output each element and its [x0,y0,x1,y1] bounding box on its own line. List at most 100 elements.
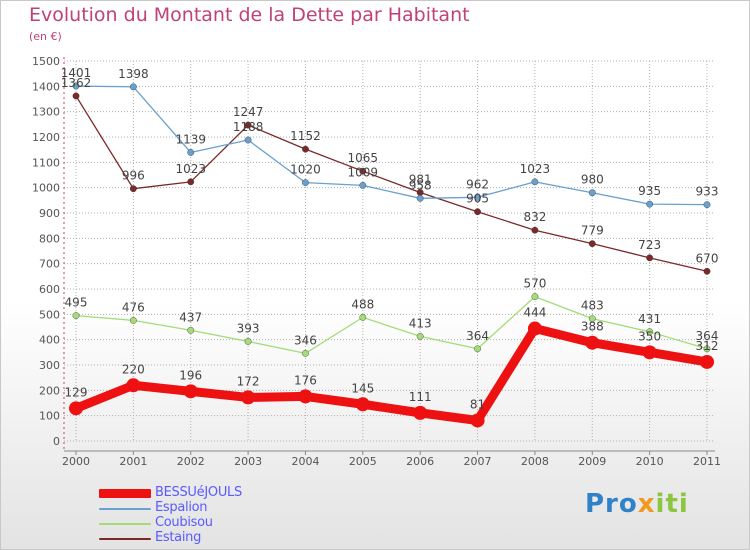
data-point [527,321,542,336]
data-point [646,200,654,208]
data-label: 962 [466,177,489,191]
data-label: 312 [696,339,719,353]
data-label: 1009 [348,165,379,179]
legend-swatch-estaing [99,538,151,540]
data-label: 437 [179,310,202,324]
y-tick-label: 1400 [32,80,60,93]
x-tick-label: 2004 [291,455,319,468]
data-label: 779 [581,224,604,238]
data-point [302,179,309,187]
data-point [129,83,137,91]
y-tick-label: 300 [39,359,60,372]
data-label: 905 [466,192,489,206]
data-point [703,201,711,209]
x-tick-label: 2008 [521,455,549,468]
y-tick-label: 1200 [32,131,60,144]
x-tick-label: 2000 [62,455,90,468]
series [69,82,714,428]
data-label: 176 [294,373,317,387]
x-tick-label: 2011 [693,455,721,468]
x-tick-label: 2003 [234,455,262,468]
y-tick-label: 800 [39,232,60,245]
data-label: 1139 [175,132,206,146]
data-label: 958 [409,178,432,192]
chart-subtitle: (en €) [29,30,62,43]
data-labels: 1362 996 1023 1247 1152 1065 981 905 832 779 723 67… [61,66,719,411]
data-label: 933 [696,185,719,199]
data-point [183,384,198,399]
x-tick-label: 2007 [464,455,492,468]
data-label: 980 [581,173,604,187]
data-point [588,189,596,197]
data-label: 393 [237,321,260,335]
x-tick-label: 2006 [406,455,434,468]
data-label: 1188 [233,120,264,134]
data-point [703,267,711,275]
data-point [129,317,137,324]
data-label: 1247 [233,105,264,119]
data-point [244,136,252,144]
data-point [126,378,141,393]
axes: 0 100 200 300 400 500 600 700 800 900 1000 1100 1200… [32,55,721,468]
legend-label-bessuejouls: BESSUéJOULS [155,485,242,500]
data-label: 670 [696,251,719,265]
data-point [244,121,252,129]
data-point [241,390,256,405]
data-point [416,332,424,340]
legend-label-coubisou: Coubisou [155,515,213,530]
legend-label-estaing: Estaing [155,530,202,545]
data-point [646,328,654,336]
x-tick-label: 2002 [177,455,205,468]
x-tick-label: 2010 [636,455,664,468]
data-label: 488 [351,297,374,311]
y-tick-label: 1000 [32,182,60,195]
series-line-espalion [75,85,708,206]
data-point [302,145,309,153]
data-label: 981 [409,172,432,186]
data-label: 935 [638,184,661,198]
data-point [69,401,83,416]
data-point [72,92,80,100]
series-line-estaing [75,95,708,272]
data-point [244,338,252,345]
data-point [187,178,195,186]
data-point [187,149,195,156]
y-tick-label: 600 [39,283,60,296]
data-label: 570 [523,277,546,291]
data-label: 431 [638,312,661,326]
data-point [531,226,539,234]
series-line-coubisou [75,295,708,354]
data-label: 723 [638,238,661,252]
data-point [703,345,711,353]
data-point [470,413,485,428]
data-label: 1023 [520,162,551,176]
chart-title: Evolution du Montant de la Dette par Hab… [29,4,470,26]
grid [64,60,715,442]
data-label: 220 [122,362,145,376]
x-tick-label: 2005 [349,455,377,468]
legend-label-espalion: Espalion [155,500,208,515]
data-label: 1401 [61,66,92,80]
data-label: 1398 [118,67,149,81]
y-tick-label: 1500 [32,55,60,68]
series-line-bessu-jouls [71,324,712,425]
y-tick-label: 100 [39,410,60,423]
data-label: 172 [237,374,260,388]
data-point [531,178,539,186]
data-point [129,185,137,193]
data-label: 111 [409,390,432,404]
data-point [298,389,313,404]
data-label: 476 [122,300,145,314]
data-point [588,315,596,323]
data-point [359,313,367,321]
data-label: 388 [581,320,604,334]
data-point [646,254,654,262]
data-label: 483 [581,299,604,313]
data-label: 364 [466,329,489,343]
y-tick-label: 1100 [32,156,60,169]
data-label: 1362 [61,76,92,90]
y-tick-label: 0 [53,435,60,448]
data-label: 832 [523,210,546,224]
